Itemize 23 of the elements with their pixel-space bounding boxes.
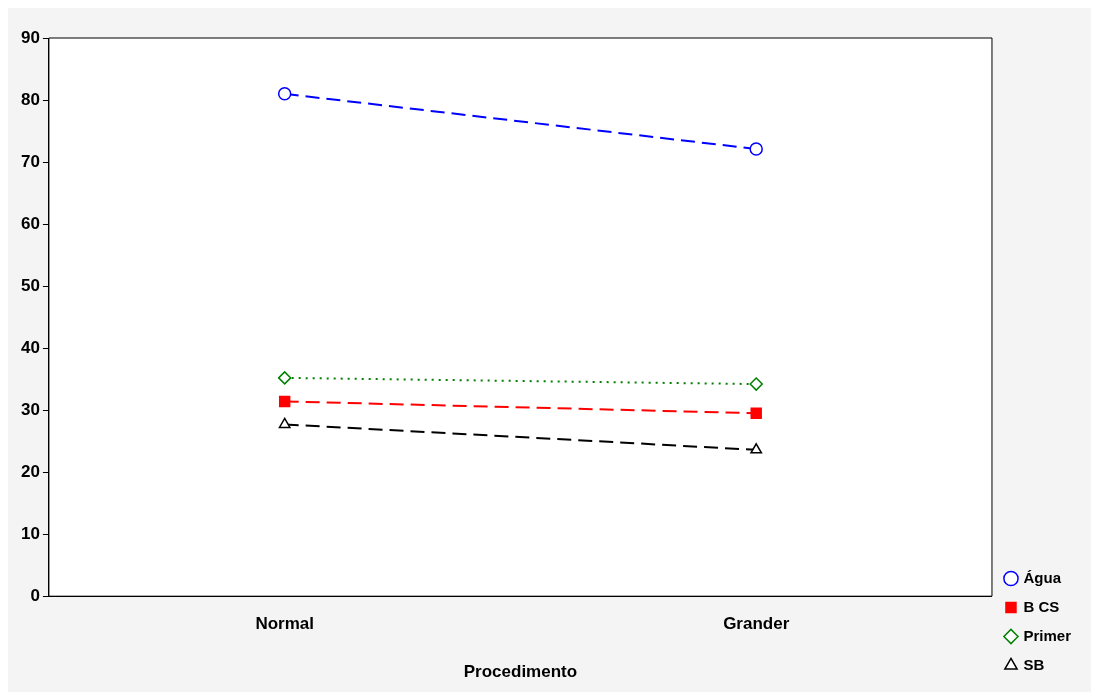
y-tick-label: 90: [20, 27, 40, 47]
legend-label: Primer: [1023, 626, 1072, 644]
y-tick-label: 60: [20, 213, 40, 233]
x-tick-label: Grander: [723, 614, 790, 634]
point: [750, 407, 762, 419]
x-tick-label: Normal: [255, 614, 314, 634]
point: [749, 377, 763, 391]
y-tick-label: 30: [20, 399, 40, 419]
point: [749, 142, 763, 156]
y-tick-label: 80: [20, 89, 40, 109]
point: [277, 87, 292, 101]
y-tick-label: 0: [30, 585, 40, 605]
y-tick-label: 70: [20, 151, 40, 171]
y-tick-label: 20: [20, 461, 40, 481]
point: [278, 395, 291, 408]
legend-label: SB: [1023, 655, 1045, 673]
y-tick-label: 50: [20, 275, 40, 295]
legend-label: Água: [1023, 568, 1062, 586]
y-tick-label: 40: [20, 337, 40, 357]
legend-label: B CS: [1023, 597, 1060, 615]
x-axis-title: Procedimento: [463, 662, 578, 682]
y-tick-label: 10: [20, 523, 40, 543]
point: [277, 371, 292, 385]
